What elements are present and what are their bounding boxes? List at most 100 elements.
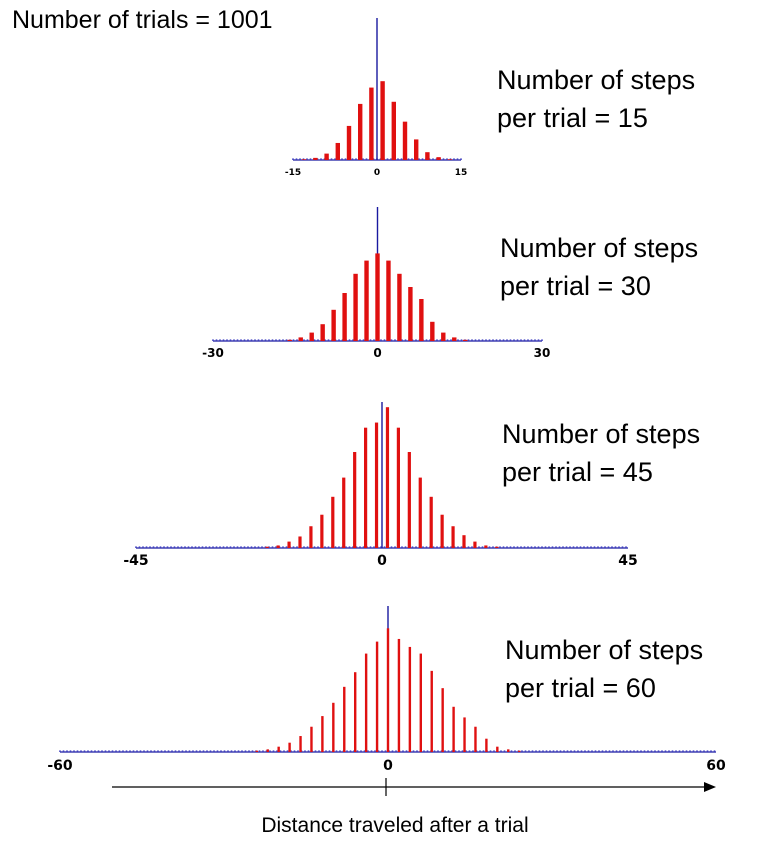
bar-x-6 [354, 672, 357, 752]
baseline-marker [334, 158, 336, 160]
histogram-panel-60: -60 0 60 Number of steps per trial = 60 [47, 606, 726, 774]
baseline-marker [454, 750, 457, 752]
baseline-marker [174, 750, 177, 752]
baseline-marker [286, 750, 289, 752]
tick-label: 45 [618, 553, 637, 569]
baseline-marker [555, 546, 557, 548]
baseline-marker [145, 546, 148, 548]
bar-x2 [386, 260, 391, 341]
baseline-marker [559, 750, 562, 752]
baseline-marker [450, 339, 452, 341]
bar-x-10 [320, 324, 325, 341]
baseline-marker [657, 750, 660, 752]
baseline-marker [143, 750, 145, 752]
baseline-marker [422, 546, 424, 548]
baseline-marker [481, 546, 484, 548]
bar-x-1 [374, 422, 379, 548]
baseline-marker [377, 750, 380, 752]
baseline-marker [317, 339, 319, 341]
tick-label: 0 [383, 758, 393, 774]
baseline-marker [345, 546, 347, 548]
baseline-marker [327, 546, 330, 548]
baseline-marker [500, 750, 502, 752]
baseline-marker [614, 546, 617, 548]
baseline-marker [215, 339, 218, 341]
baseline-marker [135, 546, 137, 548]
baseline-marker [520, 339, 522, 341]
baseline-marker [577, 750, 579, 752]
baseline-marker [451, 750, 453, 752]
baseline-marker [443, 546, 445, 548]
baseline-marker [152, 546, 155, 548]
bar-x-10 [332, 702, 335, 752]
tick-labels: -60 0 60 [47, 758, 726, 774]
baseline-marker [405, 750, 408, 752]
baseline-marker [236, 546, 239, 548]
baseline-marker [94, 750, 96, 752]
baseline-marker [369, 339, 372, 341]
baseline-marker [601, 750, 604, 752]
baseline-marker [309, 158, 312, 160]
histogram-panel-30: -30 0 30 Number of steps per trial = 30 [202, 207, 698, 360]
baseline-marker [73, 750, 75, 752]
baseline-marker [446, 339, 449, 341]
baseline-marker [415, 339, 417, 341]
baseline-marker [254, 546, 256, 548]
baseline-marker [306, 339, 309, 341]
baseline-marker [446, 158, 448, 160]
baseline-marker [502, 339, 505, 341]
tick-label: -30 [202, 346, 224, 360]
panel-label-line2: per trial = 15 [497, 103, 648, 133]
baseline-marker [208, 546, 211, 548]
baseline-marker [367, 750, 369, 752]
distance-axis-arrowhead [704, 782, 716, 792]
baseline-marker [460, 546, 463, 548]
baseline-marker [271, 339, 274, 341]
baseline-marker [360, 750, 362, 752]
baseline-marker [317, 546, 319, 548]
baseline-marker [513, 546, 515, 548]
baseline-marker [418, 158, 420, 160]
baseline-marker [269, 750, 271, 752]
bar-x16 [474, 726, 477, 752]
baseline-marker [276, 750, 278, 752]
bar-x2 [397, 638, 401, 752]
baseline-marker [542, 750, 544, 752]
bar-x-14 [310, 726, 313, 752]
baseline-marker [352, 339, 354, 341]
baseline-marker [101, 750, 103, 752]
bar-x10 [430, 321, 435, 341]
baseline-marker [605, 750, 607, 752]
baseline-marker [282, 546, 284, 548]
bar-x7 [414, 139, 419, 160]
baseline-marker [339, 750, 341, 752]
baseline-marker [275, 339, 277, 341]
baseline-marker [390, 339, 393, 341]
tick-label: 0 [373, 346, 381, 360]
baseline-marker [541, 339, 543, 341]
baseline-marker [535, 750, 537, 752]
baseline-marker [219, 339, 221, 341]
baseline-marker [209, 750, 212, 752]
panel-label-line2: per trial = 30 [500, 271, 651, 301]
baseline-marker [359, 546, 361, 548]
baseline-marker [76, 750, 79, 752]
baseline-marker [391, 750, 394, 752]
baseline-marker [146, 750, 149, 752]
baseline-marker [275, 546, 277, 548]
baseline-marker [282, 339, 284, 341]
baseline-marker [703, 750, 705, 752]
baseline-marker [492, 546, 494, 548]
baseline-marker [87, 750, 89, 752]
bar-x1 [380, 81, 385, 160]
baseline-marker [572, 546, 575, 548]
baseline-marker [411, 158, 413, 160]
baseline-marker [650, 750, 653, 752]
baseline-marker [675, 750, 677, 752]
baseline-marker [290, 750, 292, 752]
histogram-panel-45: -45 0 45 Number of steps per trial = 45 [123, 402, 700, 569]
baseline-marker [170, 546, 172, 548]
baseline-marker [149, 546, 151, 548]
baseline-marker [258, 750, 261, 752]
baseline-marker [516, 546, 519, 548]
